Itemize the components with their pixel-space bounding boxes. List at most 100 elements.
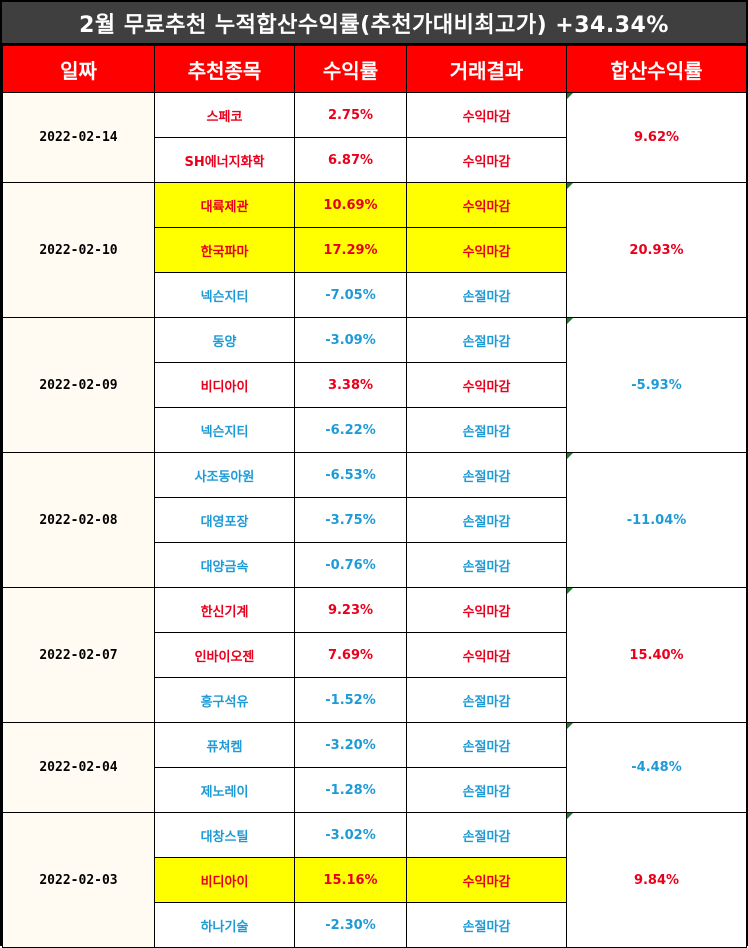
return-cell: 6.87% <box>294 137 407 183</box>
return-cell: -1.52% <box>294 677 407 723</box>
result-cell: 수익마감 <box>406 857 567 903</box>
stock-name-cell: 한신기계 <box>154 587 295 633</box>
stock-name-cell: 대영포장 <box>154 497 295 543</box>
result-cell: 손절마감 <box>406 767 567 813</box>
table-row: 한국파마 17.29% 수익마감 <box>3 227 747 273</box>
stock-name-cell: 사조동아원 <box>154 452 295 498</box>
date-cell: 2022-02-09 <box>2 317 155 453</box>
result-cell: 손절마감 <box>406 407 567 453</box>
table-row: 제노레이 -1.28% 손절마감 <box>3 767 747 813</box>
result-cell: 수익마감 <box>406 182 567 228</box>
result-cell: 손절마감 <box>406 812 567 858</box>
return-cell: 2.75% <box>294 92 407 138</box>
return-cell: -3.09% <box>294 317 407 363</box>
result-cell: 손절마감 <box>406 452 567 498</box>
result-cell: 수익마감 <box>406 362 567 408</box>
table-row: 넥슨지티 -6.22% 손절마감 <box>3 407 747 453</box>
table-row: 대양금속 -0.76% 손절마감 <box>3 542 747 588</box>
return-cell: 10.69% <box>294 182 407 228</box>
date-cell: 2022-02-04 <box>2 722 155 813</box>
stock-name-cell: 퓨쳐켐 <box>154 722 295 768</box>
total-return-cell: 15.40% <box>566 587 747 723</box>
stock-name-cell: 동양 <box>154 317 295 363</box>
stock-name-cell: 제노레이 <box>154 767 295 813</box>
table-body: 2022-02-14 스페코 2.75% 수익마감 9.62% SH에너지화학 6.87% 수… <box>2 92 747 948</box>
total-return-cell: -4.48% <box>566 722 747 813</box>
result-cell: 수익마감 <box>406 92 567 138</box>
table-row: 대영포장 -3.75% 손절마감 <box>3 497 747 543</box>
table-row: 비디아이 3.38% 수익마감 <box>3 362 747 408</box>
return-cell: 15.16% <box>294 857 407 903</box>
table-row: 하나기술 -2.30% 손절마감 <box>3 902 747 948</box>
header-return: 수익률 <box>294 45 407 93</box>
table-row: 비디아이 15.16% 수익마감 <box>3 857 747 903</box>
return-cell: -6.53% <box>294 452 407 498</box>
stock-name-cell: 대륙제관 <box>154 182 295 228</box>
result-cell: 수익마감 <box>406 227 567 273</box>
date-cell: 2022-02-08 <box>2 452 155 588</box>
stock-name-cell: 인바이오젠 <box>154 632 295 678</box>
result-cell: 수익마감 <box>406 632 567 678</box>
return-cell: -3.20% <box>294 722 407 768</box>
total-return-cell: -5.93% <box>566 317 747 453</box>
result-cell: 손절마감 <box>406 722 567 768</box>
table-row: 2022-02-08 사조동아원 -6.53% 손절마감 -11.04% <box>2 452 747 588</box>
result-cell: 수익마감 <box>406 137 567 183</box>
date-cell: 2022-02-07 <box>2 587 155 723</box>
stock-name-cell: 스페코 <box>154 92 295 138</box>
table-row: 인바이오젠 7.69% 수익마감 <box>3 632 747 678</box>
header-total: 합산수익률 <box>566 45 747 93</box>
result-cell: 손절마감 <box>406 317 567 363</box>
stock-name-cell: 하나기술 <box>154 902 295 948</box>
date-cell: 2022-02-03 <box>2 812 155 948</box>
return-cell: -1.28% <box>294 767 407 813</box>
page-title: 2월 무료추천 누적합산수익률(추천가대비최고가) +34.34% <box>2 2 746 45</box>
stock-name-cell: 비디아이 <box>154 362 295 408</box>
return-cell: 7.69% <box>294 632 407 678</box>
table-row: 2022-02-14 스페코 2.75% 수익마감 9.62% <box>2 92 747 183</box>
result-cell: 수익마감 <box>406 587 567 633</box>
result-cell: 손절마감 <box>406 272 567 318</box>
stock-name-cell: 대양금속 <box>154 542 295 588</box>
table-row: 흥구석유 -1.52% 손절마감 <box>3 677 747 723</box>
result-cell: 손절마감 <box>406 902 567 948</box>
table-row: 2022-02-09 동양 -3.09% 손절마감 -5.93% <box>2 317 747 453</box>
header-stock: 추천종목 <box>154 45 295 93</box>
header-result: 거래결과 <box>406 45 567 93</box>
table-row: 2022-02-10 대륙제관 10.69% 수익마감 20.93% <box>2 182 747 318</box>
stock-name-cell: SH에너지화학 <box>154 137 295 183</box>
header-date: 일짜 <box>2 45 155 93</box>
result-cell: 손절마감 <box>406 677 567 723</box>
return-cell: -7.05% <box>294 272 407 318</box>
stock-name-cell: 넥슨지티 <box>154 407 295 453</box>
return-cell: -2.30% <box>294 902 407 948</box>
return-cell: -6.22% <box>294 407 407 453</box>
table-row: 2022-02-03 대창스틸 -3.02% 손절마감 9.84% <box>2 812 747 948</box>
stock-name-cell: 비디아이 <box>154 857 295 903</box>
return-cell: -0.76% <box>294 542 407 588</box>
return-cell: -3.02% <box>294 812 407 858</box>
return-cell: 3.38% <box>294 362 407 408</box>
stock-name-cell: 흥구석유 <box>154 677 295 723</box>
header-row: 일짜 추천종목 수익률 거래결과 합산수익률 <box>2 45 747 93</box>
date-cell: 2022-02-10 <box>2 182 155 318</box>
result-cell: 손절마감 <box>406 542 567 588</box>
stock-name-cell: 대창스틸 <box>154 812 295 858</box>
table-row: SH에너지화학 6.87% 수익마감 <box>3 137 747 183</box>
stock-name-cell: 한국파마 <box>154 227 295 273</box>
stock-name-cell: 넥슨지티 <box>154 272 295 318</box>
returns-table: 일짜 추천종목 수익률 거래결과 합산수익률 2022-02-14 스페코 2.75… <box>2 45 747 948</box>
total-return-cell: 9.62% <box>566 92 747 183</box>
total-return-cell: 9.84% <box>566 812 747 948</box>
table-row: 넥슨지티 -7.05% 손절마감 <box>3 272 747 318</box>
return-cell: 9.23% <box>294 587 407 633</box>
date-cell: 2022-02-14 <box>2 92 155 183</box>
return-cell: 17.29% <box>294 227 407 273</box>
return-cell: -3.75% <box>294 497 407 543</box>
table-row: 2022-02-04 퓨쳐켐 -3.20% 손절마감 -4.48% <box>2 722 747 813</box>
total-return-cell: -11.04% <box>566 452 747 588</box>
total-return-cell: 20.93% <box>566 182 747 318</box>
table-row: 2022-02-07 한신기계 9.23% 수익마감 15.40% <box>2 587 747 723</box>
result-cell: 손절마감 <box>406 497 567 543</box>
